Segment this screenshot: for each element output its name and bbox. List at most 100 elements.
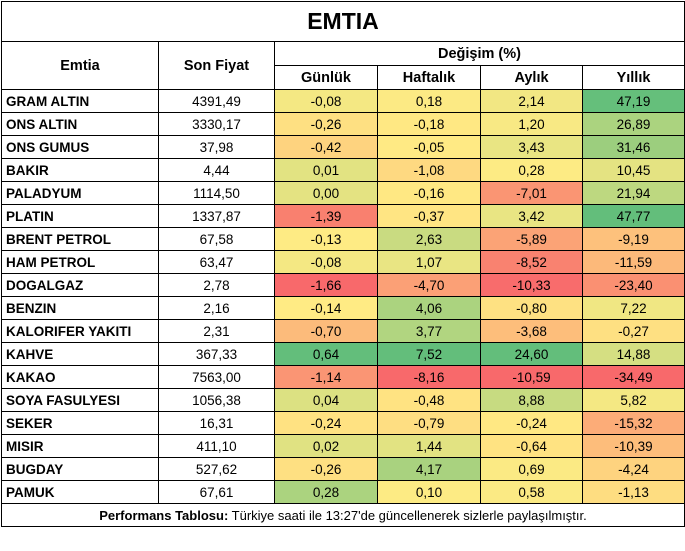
daily-change-cell: 0,00	[274, 181, 378, 205]
header-change-group: Değişim (%)	[274, 41, 685, 66]
last-price-cell: 367,33	[158, 342, 275, 366]
monthly-change-cell: -0,24	[480, 411, 583, 435]
daily-change-cell: -0,26	[274, 112, 378, 136]
commodity-name-cell: MISIR	[1, 434, 159, 458]
footer-text: Türkiye saati ile 13:27'de güncellenerek…	[228, 507, 587, 523]
yearly-change-cell: 5,82	[582, 388, 685, 412]
yearly-change-cell: 14,88	[582, 342, 685, 366]
weekly-change-cell: -0,18	[377, 112, 481, 136]
weekly-change-cell: 0,10	[377, 480, 481, 504]
weekly-change-cell: 0,18	[377, 89, 481, 113]
yearly-change-cell: 47,77	[582, 204, 685, 228]
table-row: DOGALGAZ 2,78 -1,66 -4,70 -10,33 -23,40	[1, 273, 685, 297]
last-price-cell: 67,61	[158, 480, 275, 504]
commodity-name-cell: BAKIR	[1, 158, 159, 182]
commodity-name-cell: KAHVE	[1, 342, 159, 366]
last-price-cell: 1114,50	[158, 181, 275, 205]
daily-change-cell: -0,08	[274, 89, 378, 113]
yearly-change-cell: -4,24	[582, 457, 685, 481]
commodity-table: EMTIA Emtia Son Fiyat Değişim (%) Günlük…	[1, 1, 685, 527]
yearly-change-cell: 21,94	[582, 181, 685, 205]
last-price-cell: 2,31	[158, 319, 275, 343]
table-row: PAMUK 67,61 0,28 0,10 0,58 -1,13	[1, 480, 685, 504]
table-row: GRAM ALTIN 4391,49 -0,08 0,18 2,14 47,19	[1, 89, 685, 113]
weekly-change-cell: 2,63	[377, 227, 481, 251]
last-price-cell: 37,98	[158, 135, 275, 159]
monthly-change-cell: -10,59	[480, 365, 583, 389]
table-row: ONS GUMUS 37,98 -0,42 -0,05 3,43 31,46	[1, 135, 685, 159]
commodity-name-cell: ONS ALTIN	[1, 112, 159, 136]
daily-change-cell: -0,42	[274, 135, 378, 159]
table-row: KAKAO 7563,00 -1,14 -8,16 -10,59 -34,49	[1, 365, 685, 389]
daily-change-cell: -1,14	[274, 365, 378, 389]
commodity-name-cell: KALORIFER YAKITI	[1, 319, 159, 343]
yearly-change-cell: 26,89	[582, 112, 685, 136]
table-row: KAHVE 367,33 0,64 7,52 24,60 14,88	[1, 342, 685, 366]
header-monthly: Aylık	[480, 65, 583, 90]
last-price-cell: 2,16	[158, 296, 275, 320]
monthly-change-cell: -5,89	[480, 227, 583, 251]
monthly-change-cell: -0,64	[480, 434, 583, 458]
yearly-change-cell: -1,13	[582, 480, 685, 504]
table-row: HAM PETROL 63,47 -0,08 1,07 -8,52 -11,59	[1, 250, 685, 274]
daily-change-cell: -0,13	[274, 227, 378, 251]
footer-label: Performans Tablosu:	[99, 507, 229, 523]
daily-change-cell: 0,28	[274, 480, 378, 504]
monthly-change-cell: -7,01	[480, 181, 583, 205]
weekly-change-cell: -0,48	[377, 388, 481, 412]
monthly-change-cell: 3,42	[480, 204, 583, 228]
table-row: KALORIFER YAKITI 2,31 -0,70 3,77 -3,68 -0,27	[1, 319, 685, 343]
weekly-change-cell: 4,17	[377, 457, 481, 481]
header-daily: Günlük	[274, 65, 378, 90]
commodity-name-cell: BUGDAY	[1, 457, 159, 481]
daily-change-cell: -1,39	[274, 204, 378, 228]
monthly-change-cell: 1,20	[480, 112, 583, 136]
weekly-change-cell: -0,16	[377, 181, 481, 205]
monthly-change-cell: 0,28	[480, 158, 583, 182]
daily-change-cell: 0,01	[274, 158, 378, 182]
last-price-cell: 67,58	[158, 227, 275, 251]
yearly-change-cell: -15,32	[582, 411, 685, 435]
weekly-change-cell: -1,08	[377, 158, 481, 182]
commodity-name-cell: ONS GUMUS	[1, 135, 159, 159]
weekly-change-cell: -4,70	[377, 273, 481, 297]
last-price-cell: 4391,49	[158, 89, 275, 113]
commodity-name-cell: KAKAO	[1, 365, 159, 389]
last-price-cell: 4,44	[158, 158, 275, 182]
monthly-change-cell: -10,33	[480, 273, 583, 297]
weekly-change-cell: -0,79	[377, 411, 481, 435]
table-row: BENZIN 2,16 -0,14 4,06 -0,80 7,22	[1, 296, 685, 320]
last-price-cell: 7563,00	[158, 365, 275, 389]
table-body: GRAM ALTIN 4391,49 -0,08 0,18 2,14 47,19 ONS A…	[1, 89, 685, 504]
commodity-name-cell: GRAM ALTIN	[1, 89, 159, 113]
yearly-change-cell: -23,40	[582, 273, 685, 297]
monthly-change-cell: 3,43	[480, 135, 583, 159]
commodity-name-cell: BRENT PETROL	[1, 227, 159, 251]
last-price-cell: 3330,17	[158, 112, 275, 136]
commodity-name-cell: SOYA FASULYESI	[1, 388, 159, 412]
yearly-change-cell: -0,27	[582, 319, 685, 343]
table-row: PLATIN 1337,87 -1,39 -0,37 3,42 47,77	[1, 204, 685, 228]
table-row: PALADYUM 1114,50 0,00 -0,16 -7,01 21,94	[1, 181, 685, 205]
monthly-change-cell: -3,68	[480, 319, 583, 343]
table-row: BRENT PETROL 67,58 -0,13 2,63 -5,89 -9,19	[1, 227, 685, 251]
table-row: MISIR 411,10 0,02 1,44 -0,64 -10,39	[1, 434, 685, 458]
yearly-change-cell: 7,22	[582, 296, 685, 320]
table-row: BUGDAY 527,62 -0,26 4,17 0,69 -4,24	[1, 457, 685, 481]
daily-change-cell: 0,04	[274, 388, 378, 412]
commodity-name-cell: PLATIN	[1, 204, 159, 228]
last-price-cell: 16,31	[158, 411, 275, 435]
monthly-change-cell: 2,14	[480, 89, 583, 113]
weekly-change-cell: -8,16	[377, 365, 481, 389]
header-last-price: Son Fiyat	[158, 41, 275, 90]
daily-change-cell: 0,02	[274, 434, 378, 458]
last-price-cell: 1056,38	[158, 388, 275, 412]
commodity-name-cell: PAMUK	[1, 480, 159, 504]
weekly-change-cell: -0,05	[377, 135, 481, 159]
commodity-name-cell: SEKER	[1, 411, 159, 435]
daily-change-cell: -0,14	[274, 296, 378, 320]
header-commodity: Emtia	[1, 41, 159, 90]
yearly-change-cell: -34,49	[582, 365, 685, 389]
yearly-change-cell: 31,46	[582, 135, 685, 159]
weekly-change-cell: 1,07	[377, 250, 481, 274]
